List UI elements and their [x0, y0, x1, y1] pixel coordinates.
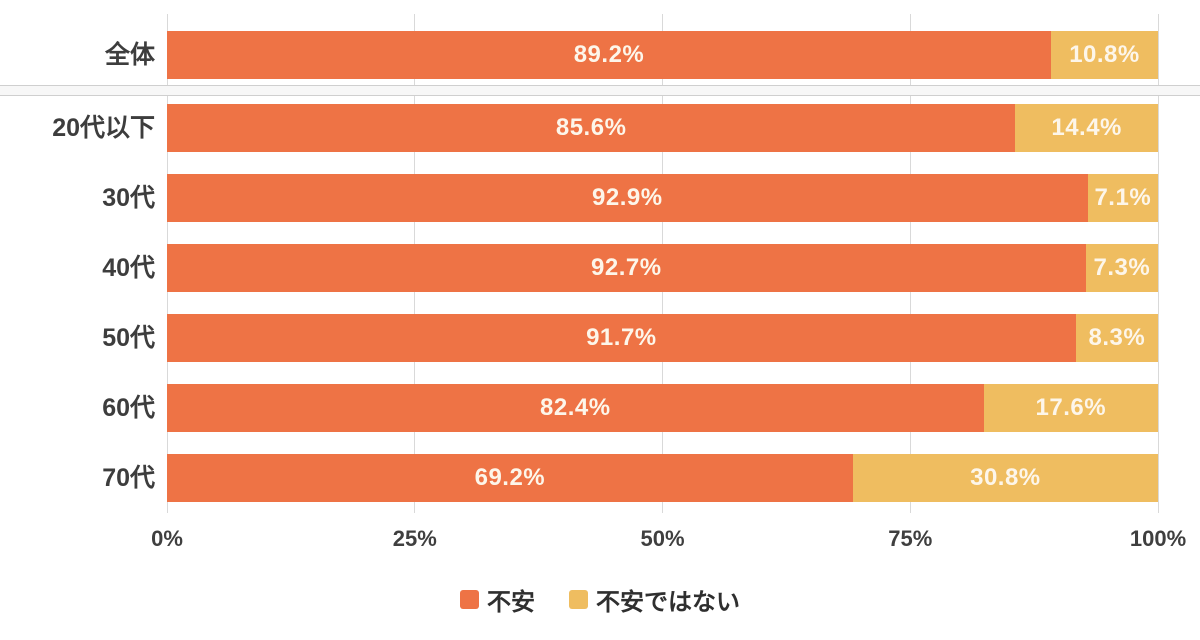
category-label-2: 30代	[102, 184, 155, 212]
bar-row-5: 82.4% 17.6%	[167, 384, 1158, 432]
segment-value-label: 92.7%	[591, 254, 662, 281]
segment-6-0: 69.2%	[167, 454, 853, 502]
segment-6-1: 30.8%	[852, 454, 1158, 502]
separator-line-0	[0, 85, 1200, 86]
segment-value-label: 8.3%	[1088, 324, 1146, 351]
segment-value-label: 30.8%	[970, 464, 1041, 491]
segment-3-1: 7.3%	[1085, 244, 1158, 292]
segment-value-label: 91.7%	[586, 324, 657, 351]
segment-value-label: 7.1%	[1094, 184, 1152, 211]
category-label-6: 70代	[102, 464, 155, 492]
separator-band	[0, 85, 1200, 95]
x-axis-tick-25%: 25%	[392, 526, 437, 551]
segment-value-label: 89.2%	[573, 41, 645, 68]
bar-row-0: 89.2% 10.8%	[167, 31, 1158, 79]
segment-2-1: 7.1%	[1087, 174, 1158, 222]
legend: 不安 不安ではない	[0, 582, 1200, 617]
bar-row-4: 91.7% 8.3%	[167, 314, 1158, 362]
x-axis-tick-0%: 0%	[151, 526, 183, 551]
segment-4-0: 91.7%	[167, 314, 1076, 362]
segment-1-0: 85.6%	[167, 104, 1016, 152]
bar-row-1: 85.6% 14.4%	[167, 104, 1158, 152]
legend-item-fuan-dewanai: 不安ではない	[569, 582, 740, 617]
category-label-1: 20代以下	[52, 114, 155, 142]
legend-item-fuan: 不安	[460, 582, 535, 617]
segment-5-1: 17.6%	[983, 384, 1158, 432]
bar-row-6: 69.2% 30.8%	[167, 454, 1158, 502]
bar-row-2: 92.9% 7.1%	[167, 174, 1158, 222]
segment-value-label: 7.3%	[1093, 254, 1151, 281]
legend-swatch-fuan	[460, 590, 479, 609]
segment-value-label: 14.4%	[1051, 114, 1122, 141]
segment-2-0: 92.9%	[167, 174, 1088, 222]
x-axis-tick-50%: 50%	[640, 526, 685, 551]
segment-value-label: 82.4%	[540, 394, 611, 421]
separator-line-1	[0, 95, 1200, 96]
x-axis-tick-75%: 75%	[888, 526, 933, 551]
category-label-3: 40代	[102, 254, 155, 282]
segment-0-1: 10.8%	[1050, 31, 1158, 79]
category-label-4: 50代	[102, 324, 155, 352]
segment-0-0: 89.2%	[167, 31, 1051, 79]
bar-row-3: 92.7% 7.3%	[167, 244, 1158, 292]
segment-1-1: 14.4%	[1015, 104, 1158, 152]
category-label-0: 全体	[104, 41, 155, 69]
segment-3-0: 92.7%	[167, 244, 1086, 292]
category-label-5: 60代	[102, 394, 155, 422]
gridline-100%	[1157, 14, 1159, 513]
segment-5-0: 82.4%	[167, 384, 984, 432]
legend-swatch-fuan-dewanai	[569, 590, 588, 609]
segment-value-label: 85.6%	[555, 114, 627, 141]
segment-4-1: 8.3%	[1075, 314, 1158, 362]
segment-value-label: 17.6%	[1035, 394, 1107, 421]
segment-value-label: 92.9%	[592, 184, 663, 211]
x-axis-tick-100%: 100%	[1129, 526, 1187, 551]
legend-label-fuan: 不安	[487, 589, 535, 616]
legend-label-fuan-dewanai: 不安ではない	[596, 589, 740, 616]
segment-value-label: 69.2%	[474, 464, 546, 491]
segment-value-label: 10.8%	[1069, 41, 1140, 68]
